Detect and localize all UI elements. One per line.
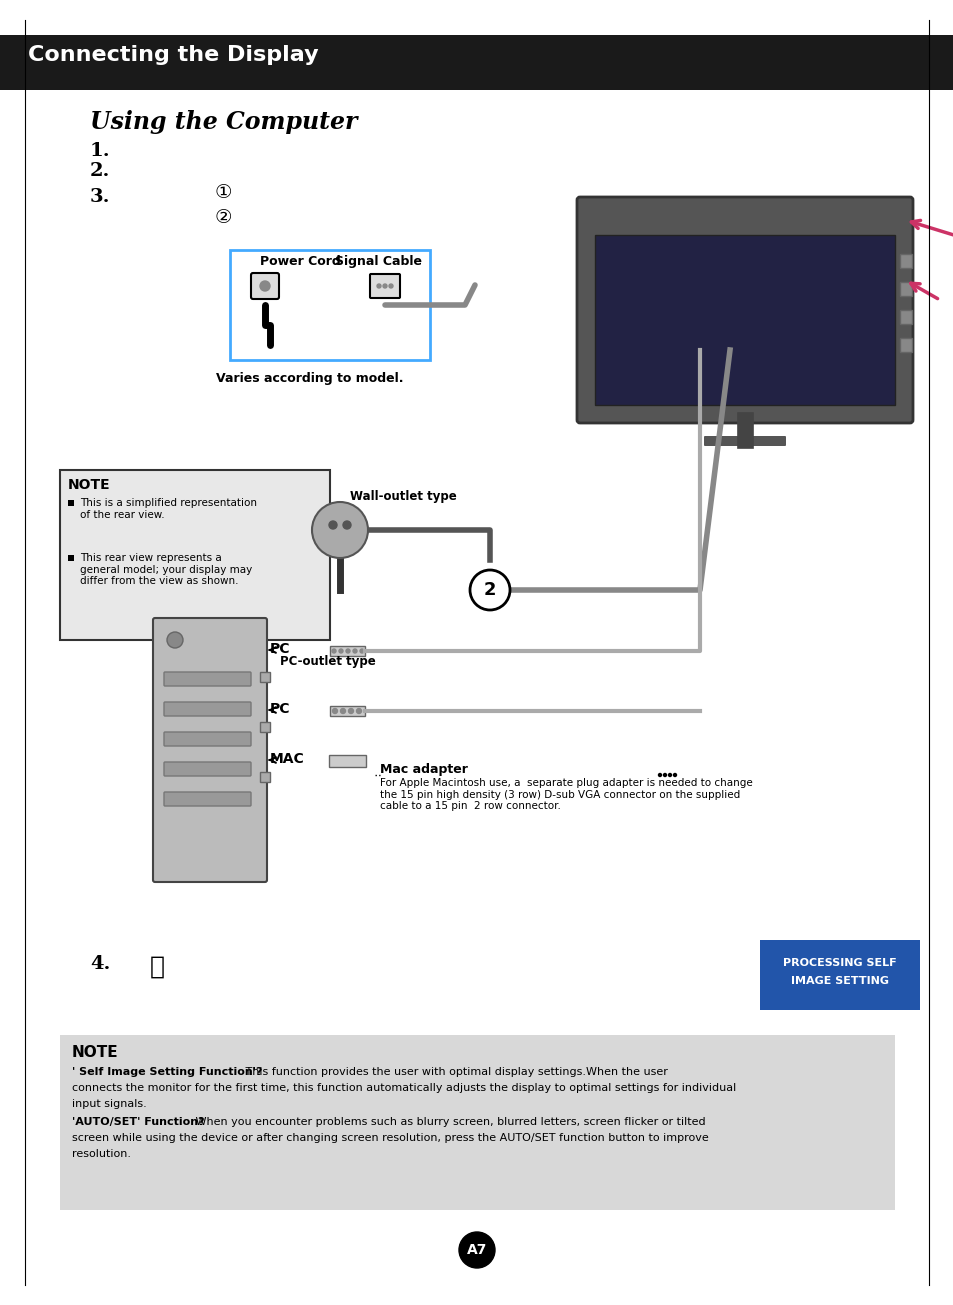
Text: This is a simplified representation
of the rear view.: This is a simplified representation of t… (80, 499, 256, 519)
Text: MAC: MAC (270, 752, 304, 766)
Circle shape (333, 709, 337, 714)
FancyArrowPatch shape (910, 283, 937, 299)
Text: ①: ① (214, 183, 233, 202)
FancyBboxPatch shape (68, 500, 74, 506)
FancyArrowPatch shape (910, 221, 953, 239)
Text: PC: PC (270, 642, 291, 656)
Text: 4.: 4. (90, 955, 111, 974)
Circle shape (167, 632, 183, 649)
Circle shape (359, 649, 364, 652)
Circle shape (348, 709, 354, 714)
FancyBboxPatch shape (152, 619, 267, 882)
Text: ②: ② (214, 207, 233, 227)
FancyBboxPatch shape (164, 702, 251, 716)
Circle shape (340, 709, 345, 714)
FancyBboxPatch shape (260, 672, 270, 683)
Circle shape (343, 521, 351, 529)
Circle shape (662, 774, 666, 776)
Text: ⏻: ⏻ (150, 955, 165, 979)
Text: Mac adapter: Mac adapter (379, 763, 467, 776)
Text: 3.: 3. (90, 188, 111, 206)
Text: 2.: 2. (90, 162, 111, 180)
FancyBboxPatch shape (164, 762, 251, 776)
FancyBboxPatch shape (260, 722, 270, 732)
Text: Varies according to model.: Varies according to model. (216, 372, 403, 385)
Text: 'AUTO/SET' Function?: 'AUTO/SET' Function? (71, 1117, 204, 1128)
FancyBboxPatch shape (330, 646, 365, 656)
Text: 1.: 1. (90, 142, 111, 161)
FancyBboxPatch shape (164, 672, 251, 686)
FancyBboxPatch shape (60, 1035, 894, 1210)
FancyBboxPatch shape (164, 732, 251, 746)
Text: NOTE: NOTE (68, 478, 111, 492)
Text: This function provides the user with optimal display settings.When the user: This function provides the user with opt… (242, 1067, 667, 1077)
Text: Connecting the Display: Connecting the Display (28, 44, 318, 65)
Text: Wall-outlet type: Wall-outlet type (350, 489, 456, 502)
Circle shape (332, 649, 335, 652)
Text: For Apple Macintosh use, a  separate plug adapter is needed to change
the 15 pin: For Apple Macintosh use, a separate plug… (379, 778, 752, 812)
Text: When you encounter problems such as blurry screen, blurred letters, screen flick: When you encounter problems such as blur… (192, 1117, 705, 1128)
Text: 2: 2 (483, 581, 496, 599)
Text: NOTE: NOTE (71, 1045, 118, 1060)
Text: resolution.: resolution. (71, 1148, 131, 1159)
FancyBboxPatch shape (595, 235, 894, 405)
Circle shape (356, 709, 361, 714)
Circle shape (458, 1232, 495, 1268)
FancyBboxPatch shape (164, 792, 251, 806)
FancyBboxPatch shape (760, 940, 919, 1010)
FancyBboxPatch shape (899, 254, 911, 268)
FancyBboxPatch shape (230, 251, 430, 360)
Circle shape (346, 649, 350, 652)
Circle shape (668, 774, 671, 776)
FancyBboxPatch shape (260, 773, 270, 782)
Circle shape (658, 774, 660, 776)
FancyBboxPatch shape (330, 706, 365, 716)
Circle shape (329, 521, 336, 529)
Text: Signal Cable: Signal Cable (335, 254, 421, 268)
Text: PROCESSING SELF
IMAGE SETTING: PROCESSING SELF IMAGE SETTING (782, 958, 896, 987)
Text: PC-outlet type: PC-outlet type (280, 655, 375, 668)
Circle shape (260, 281, 270, 291)
Text: This rear view represents a
general model; your display may
differ from the view: This rear view represents a general mode… (80, 553, 252, 586)
Circle shape (353, 649, 356, 652)
Circle shape (673, 774, 676, 776)
Text: Power Cord: Power Cord (260, 254, 340, 268)
FancyBboxPatch shape (899, 282, 911, 296)
FancyBboxPatch shape (251, 273, 278, 299)
FancyBboxPatch shape (60, 470, 330, 639)
FancyBboxPatch shape (899, 338, 911, 352)
FancyBboxPatch shape (329, 756, 366, 767)
Circle shape (382, 284, 387, 288)
FancyBboxPatch shape (577, 197, 912, 423)
Circle shape (338, 649, 343, 652)
FancyBboxPatch shape (68, 555, 74, 561)
FancyBboxPatch shape (0, 35, 953, 90)
Text: Using the Computer: Using the Computer (90, 110, 357, 134)
Text: ' Self Image Setting Function'?: ' Self Image Setting Function'? (71, 1067, 262, 1077)
Circle shape (312, 502, 368, 559)
FancyBboxPatch shape (899, 311, 911, 324)
Text: connects the monitor for the first time, this function automatically adjusts the: connects the monitor for the first time,… (71, 1083, 736, 1094)
Text: input signals.: input signals. (71, 1099, 147, 1109)
Text: A7: A7 (466, 1242, 487, 1257)
FancyBboxPatch shape (703, 436, 785, 446)
Text: screen while using the device or after changing screen resolution, press the AUT: screen while using the device or after c… (71, 1133, 708, 1143)
Circle shape (376, 284, 380, 288)
FancyBboxPatch shape (370, 274, 399, 298)
Text: PC: PC (270, 702, 291, 716)
Circle shape (470, 570, 510, 609)
Circle shape (389, 284, 393, 288)
